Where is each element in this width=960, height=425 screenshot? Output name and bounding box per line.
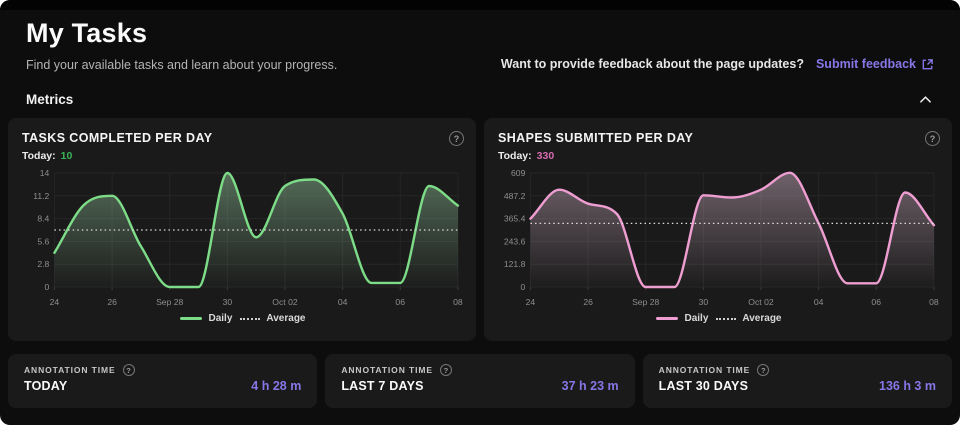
daily-line-swatch [656,317,679,320]
chart-header: SHAPES SUBMITTED PER DAY ? [498,131,940,146]
top-bar [0,0,960,10]
legend-daily-label: Daily [684,313,709,324]
svg-text:04: 04 [814,297,824,307]
charts-row: TASKS COMPLETED PER DAY ? Today: 10 0 2.8 5… [0,118,960,341]
daily-line-swatch [180,317,203,320]
today-value: 10 [60,150,73,162]
svg-text:121.8: 121.8 [504,259,526,269]
chevron-up-icon [919,92,932,107]
svg-text:24: 24 [526,297,536,307]
svg-text:365.4: 365.4 [504,214,526,224]
external-link-icon [921,58,934,71]
chart-header: TASKS COMPLETED PER DAY ? [22,131,464,146]
shapes-daily-area-chart: 0 121.8 243.6 365.4 487.2 609 24 26 Sep 28 30 Oct … [504,168,939,307]
svg-text:08: 08 [453,297,463,307]
svg-text:26: 26 [107,297,117,307]
annotation-card-today: ANNOTATION TIME ? TODAY 4 h 28 m [8,354,318,408]
svg-text:30: 30 [699,297,709,307]
legend-average-label: Average [742,313,782,324]
page-title: My Tasks [26,18,148,48]
svg-text:609: 609 [511,168,526,178]
svg-text:08: 08 [929,297,939,307]
annotation-main: LAST 7 DAYS 37 h 23 m [341,379,618,393]
svg-text:04: 04 [338,297,348,307]
help-icon[interactable]: ? [757,364,770,376]
chart-legend: Daily Average [22,313,464,324]
legend-average: Average [240,313,306,324]
svg-text:0: 0 [45,282,50,292]
svg-text:06: 06 [395,297,405,307]
chart-title: TASKS COMPLETED PER DAY [22,131,213,145]
time-value: 37 h 23 m [561,379,619,393]
legend-average: Average [716,313,782,324]
today-row: Today: 10 [22,150,464,162]
svg-text:243.6: 243.6 [504,236,526,246]
collapse-metrics-button[interactable] [917,93,934,106]
svg-text:26: 26 [583,297,593,307]
legend-daily-label: Daily [208,313,233,324]
annotation-label-row: ANNOTATION TIME ? [659,364,936,376]
today-row: Today: 330 [498,150,940,162]
chart-title: SHAPES SUBMITTED PER DAY [498,131,694,145]
svg-text:487.2: 487.2 [504,191,526,201]
period-label: LAST 7 DAYS [341,379,424,393]
metrics-section-label: Metrics [26,92,74,107]
legend-daily: Daily [180,313,232,324]
annotation-card-last-30-days: ANNOTATION TIME ? LAST 30 DAYS 136 h 3 m [642,354,952,408]
svg-text:11.2: 11.2 [33,191,49,201]
svg-text:0: 0 [521,282,526,292]
svg-text:14: 14 [40,168,50,178]
legend-average-label: Average [266,313,306,324]
feedback-area: Want to provide feedback about the page … [501,57,934,72]
annotation-time-label: ANNOTATION TIME [24,365,116,375]
time-value: 4 h 28 m [251,379,302,393]
svg-text:24: 24 [50,297,60,307]
svg-text:06: 06 [871,297,881,307]
tasks-completed-card: TASKS COMPLETED PER DAY ? Today: 10 0 2.8 5… [8,118,476,341]
tasks-daily-area-chart: 0 2.8 5.6 8.4 11.2 14 24 26 Sep 28 30 Oct 02 04 06 08 [33,168,463,307]
svg-text:5.6: 5.6 [37,236,49,246]
submit-feedback-label: Submit feedback [815,57,916,71]
annotation-time-row: ANNOTATION TIME ? TODAY 4 h 28 m ANNOTAT… [0,354,960,408]
feedback-prompt: Want to provide feedback about the page … [500,57,804,71]
annotation-main: TODAY 4 h 28 m [24,379,301,393]
svg-text:Sep 28: Sep 28 [632,297,660,307]
chart-legend: Daily Average [498,313,940,324]
header-left: My Tasks Find your available tasks and l… [26,18,337,72]
time-value: 136 h 3 m [879,379,936,393]
help-icon[interactable]: ? [449,131,464,146]
svg-text:Oct 02: Oct 02 [272,297,298,307]
annotation-card-last-7-days: ANNOTATION TIME ? LAST 7 DAYS 37 h 23 m [325,354,635,408]
svg-text:2.8: 2.8 [37,259,49,269]
today-label: Today: [22,150,56,162]
page-header: My Tasks Find your available tasks and l… [0,10,960,72]
svg-text:8.4: 8.4 [37,214,49,224]
average-dotted-swatch [240,317,261,320]
today-value: 330 [536,150,555,162]
submit-feedback-link[interactable]: Submit feedback [816,57,934,71]
period-label: LAST 30 DAYS [658,379,749,393]
svg-text:Oct 02: Oct 02 [748,297,774,307]
svg-text:Sep 28: Sep 28 [156,297,184,307]
help-icon[interactable]: ? [122,364,135,376]
annotation-label-row: ANNOTATION TIME ? [341,364,618,376]
shapes-submitted-card: SHAPES SUBMITTED PER DAY ? Today: 330 0 12… [484,118,952,341]
svg-text:30: 30 [223,297,233,307]
help-icon[interactable]: ? [925,131,940,146]
average-dotted-swatch [716,317,737,320]
help-icon[interactable]: ? [439,364,452,376]
annotation-time-label: ANNOTATION TIME [658,365,751,375]
page-subtitle: Find your available tasks and learn abou… [26,58,338,72]
period-label: TODAY [24,379,68,393]
today-label: Today: [498,150,532,162]
annotation-time-label: ANNOTATION TIME [341,365,433,375]
annotation-main: LAST 30 DAYS 136 h 3 m [659,379,936,393]
metrics-section-header: Metrics [0,92,960,107]
legend-daily: Daily [656,313,708,324]
annotation-label-row: ANNOTATION TIME ? [24,364,301,376]
